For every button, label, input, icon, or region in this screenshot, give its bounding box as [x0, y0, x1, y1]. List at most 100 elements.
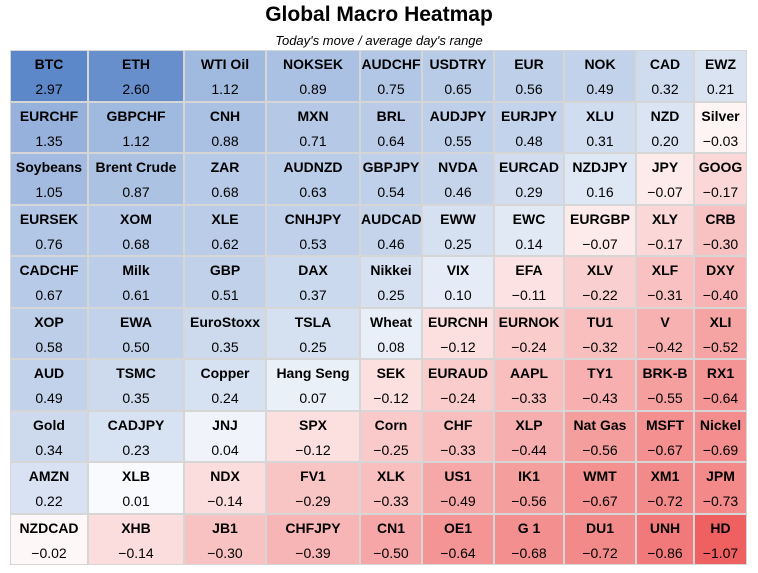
- cell-label: XLK: [377, 468, 405, 484]
- cell-value: 0.54: [377, 184, 405, 200]
- cell-value: −0.52: [702, 338, 739, 355]
- heatmap-cell: NVDA 0.46: [422, 153, 494, 205]
- cell-label: USDTRY: [429, 56, 487, 72]
- cell-label: CRB: [705, 210, 736, 227]
- cell-value: 0.25: [377, 287, 405, 303]
- heatmap-cell: XLY −0.17: [636, 204, 694, 256]
- cell-label: EURSEK: [19, 210, 79, 227]
- heatmap-cell: EURCNH −0.12: [422, 307, 494, 359]
- cell-value: 0.24: [211, 390, 239, 406]
- cell-label: BRK-B: [642, 365, 688, 381]
- heatmap-cell: VIX 0.10: [422, 256, 494, 308]
- heatmap-cell: NOK 0.49: [564, 50, 636, 102]
- cell-label: MXN: [297, 107, 329, 124]
- heatmap-cell: XM1 −0.72: [636, 462, 694, 514]
- cell-value: 1.12: [122, 132, 150, 149]
- cell-value: 0.16: [586, 184, 614, 200]
- cell-value: −0.32: [582, 338, 618, 355]
- cell-value: 0.89: [299, 81, 327, 97]
- cell-value: 0.10: [444, 287, 472, 303]
- cell-value: −0.02: [31, 544, 67, 561]
- cell-label: Nickel: [699, 416, 742, 433]
- cell-label: XLU: [586, 107, 614, 124]
- cell-label: AUDNZD: [283, 159, 343, 175]
- cell-label: NDX: [210, 468, 240, 484]
- cell-value: 0.21: [706, 81, 735, 97]
- heatmap-cell: TY1 −0.43: [564, 359, 636, 411]
- cell-value: 0.08: [377, 338, 405, 355]
- heatmap-cell: AAPL −0.33: [494, 359, 564, 411]
- cell-value: 0.34: [35, 441, 63, 458]
- cell-value: 0.61: [122, 287, 150, 303]
- heatmap-cell: Copper 0.24: [184, 359, 266, 411]
- cell-label: GOOG: [698, 159, 743, 175]
- cell-value: −0.03: [702, 132, 739, 149]
- cell-label: EURCAD: [499, 159, 559, 175]
- cell-label: XLI: [709, 313, 732, 330]
- cell-value: −0.86: [647, 544, 683, 561]
- cell-label: HD: [710, 519, 731, 536]
- cell-label: NZD: [650, 107, 680, 124]
- heatmap-cell: FV1 −0.29: [266, 462, 360, 514]
- cell-value: 0.75: [377, 81, 405, 97]
- heatmap-cell: EUR 0.56: [494, 50, 564, 102]
- cell-value: 0.50: [122, 338, 150, 355]
- cell-label: CNHJPY: [284, 210, 342, 227]
- cell-value: −0.25: [373, 441, 409, 458]
- cell-label: Nat Gas: [573, 416, 627, 433]
- cell-label: IK1: [518, 468, 540, 484]
- heatmap-cell: RX1 −0.64: [694, 359, 747, 411]
- cell-label: AMZN: [28, 468, 70, 484]
- cell-value: −0.17: [647, 235, 683, 252]
- cell-label: EURCHF: [19, 107, 79, 124]
- cell-value: 0.49: [35, 390, 63, 406]
- cell-label: JNJ: [212, 416, 238, 433]
- heatmap-cell: DAX 0.37: [266, 256, 360, 308]
- heatmap-cell: NZDCAD −0.02: [10, 513, 88, 565]
- cell-label: NZDJPY: [572, 159, 628, 175]
- heatmap-cell: Silver −0.03: [694, 101, 747, 153]
- cell-label: AUDCAD: [361, 210, 422, 227]
- cell-label: AUDCHF: [361, 56, 421, 72]
- heatmap-cell: XLV −0.22: [564, 256, 636, 308]
- cell-label: EURJPY: [500, 107, 558, 124]
- heatmap-cell: EWW 0.25: [422, 204, 494, 256]
- cell-label: EURAUD: [428, 365, 488, 381]
- cell-value: −0.49: [440, 493, 476, 509]
- cell-label: CHFJPY: [285, 519, 341, 536]
- heatmap-cell: EWA 0.50: [88, 307, 184, 359]
- cell-label: RX1: [706, 365, 735, 381]
- cell-value: 0.51: [211, 287, 239, 303]
- cell-value: 0.32: [651, 81, 679, 97]
- cell-value: 0.49: [586, 81, 614, 97]
- heatmap-cell: Milk 0.61: [88, 256, 184, 308]
- heatmap-cell: Hang Seng 0.07: [266, 359, 360, 411]
- cell-label: VIX: [446, 262, 470, 278]
- cell-value: 1.35: [35, 132, 63, 149]
- heatmap-cell: NOKSEK 0.89: [266, 50, 360, 102]
- heatmap-cell: NZD 0.20: [636, 101, 694, 153]
- heatmap-cell: MSFT −0.67: [636, 410, 694, 462]
- cell-value: 0.65: [444, 81, 472, 97]
- heatmap-cell: AUDCAD 0.46: [360, 204, 422, 256]
- cell-value: 0.64: [377, 132, 405, 149]
- heatmap-cell: V −0.42: [636, 307, 694, 359]
- cell-label: Milk: [122, 262, 150, 278]
- heatmap-cell: NDX −0.14: [184, 462, 266, 514]
- cell-value: −0.12: [373, 390, 409, 406]
- heatmap-cell: UNH −0.86: [636, 513, 694, 565]
- cell-value: −0.14: [207, 493, 243, 509]
- cell-label: CHF: [443, 416, 473, 433]
- cell-value: −0.33: [440, 441, 476, 458]
- cell-value: −0.30: [207, 544, 243, 561]
- heatmap-cell: JPY −0.07: [636, 153, 694, 205]
- heatmap-cell: AUDJPY 0.55: [422, 101, 494, 153]
- cell-label: JPM: [706, 468, 735, 484]
- cell-label: TU1: [586, 313, 614, 330]
- heatmap-cell: AUD 0.49: [10, 359, 88, 411]
- cell-value: 0.14: [515, 235, 543, 252]
- cell-value: 0.68: [122, 235, 150, 252]
- cell-value: −0.39: [295, 544, 331, 561]
- cell-value: −0.67: [647, 441, 683, 458]
- cell-label: ZAR: [210, 159, 240, 175]
